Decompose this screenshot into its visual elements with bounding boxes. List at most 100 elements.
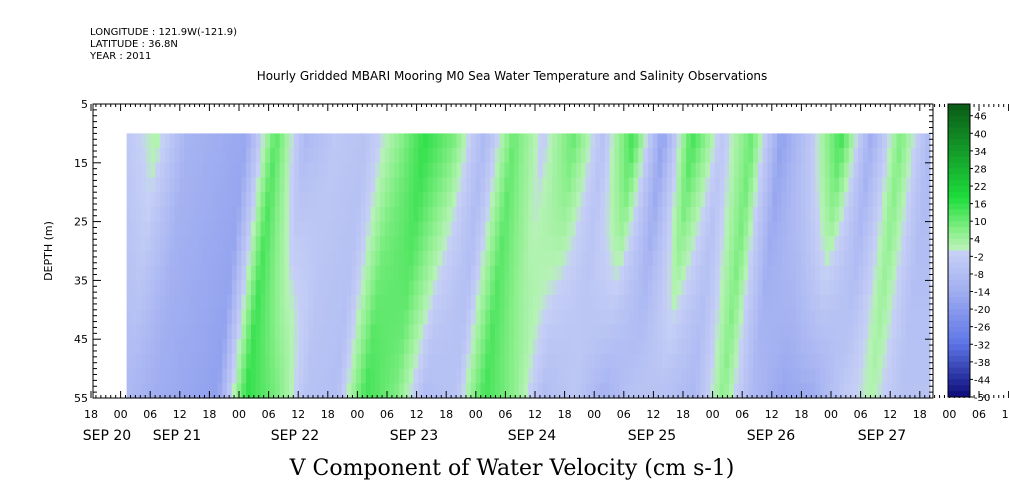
heatmap-cell [480, 368, 486, 384]
heatmap-cell [604, 192, 611, 208]
heatmap-cell [666, 192, 673, 208]
heatmap-cell [886, 221, 893, 237]
heatmap-cell [461, 192, 467, 208]
heatmap-cell [408, 368, 415, 384]
colorbar-swatch [948, 221, 970, 228]
heatmap-cell [666, 251, 673, 267]
heatmap-cell [571, 383, 577, 399]
heatmap-cell [380, 339, 386, 355]
heatmap-cell [260, 309, 266, 326]
heatmap-cell [590, 280, 596, 296]
x-day-label: SEP 23 [390, 428, 438, 444]
heatmap-cell [150, 206, 156, 223]
heatmap-cell [776, 339, 783, 355]
heatmap-cell [719, 148, 725, 164]
heatmap-cell [332, 148, 338, 164]
heatmap-cell [786, 280, 792, 296]
heatmap-cell [246, 339, 252, 355]
heatmap-cell [432, 192, 439, 208]
heatmap-cell [403, 192, 410, 208]
heatmap-cell [365, 148, 372, 164]
heatmap-cell [585, 236, 592, 252]
heatmap-cell [183, 133, 190, 149]
heatmap-cell [891, 251, 898, 267]
heatmap-cell [786, 265, 792, 281]
heatmap-cell [246, 383, 252, 399]
heatmap-cell [647, 265, 654, 281]
heatmap-cell [614, 148, 620, 164]
heatmap-cell [509, 177, 515, 193]
heatmap-cell [872, 265, 878, 281]
heatmap-cell [408, 353, 415, 370]
heatmap-cell [174, 236, 180, 252]
heatmap-cell [212, 368, 219, 384]
heatmap-cell [896, 236, 902, 252]
heatmap-cell [638, 383, 644, 399]
heatmap-cell [733, 280, 740, 296]
heatmap-cell [882, 295, 888, 311]
heatmap-cell [853, 324, 859, 340]
heatmap-cell [566, 368, 572, 384]
heatmap-cell [533, 295, 539, 311]
heatmap-cell [695, 265, 702, 281]
heatmap-cell [829, 221, 835, 237]
heatmap-cell [164, 295, 171, 311]
heatmap-cell [843, 324, 850, 340]
heatmap-cell [791, 177, 797, 193]
heatmap-cell [203, 133, 209, 149]
heatmap-cell [829, 295, 835, 311]
heatmap-cell [164, 251, 171, 267]
heatmap-cell [155, 236, 161, 252]
heatmap-cell [700, 206, 706, 223]
heatmap-cell [413, 162, 419, 179]
heatmap-cell [542, 265, 549, 281]
heatmap-cell [432, 177, 439, 193]
heatmap-cell [753, 148, 759, 164]
heatmap-cell [863, 265, 869, 281]
heatmap-cell [915, 339, 922, 355]
heatmap-cell [556, 236, 563, 252]
heatmap-cell [772, 324, 778, 340]
heatmap-cell [164, 383, 171, 399]
heatmap-cell [657, 177, 663, 193]
heatmap-cell [863, 251, 869, 267]
heatmap-cell [408, 192, 415, 208]
heatmap-cell [843, 265, 850, 281]
heatmap-cell [518, 162, 525, 179]
heatmap-cell [499, 295, 505, 311]
heatmap-cell [155, 133, 161, 149]
heatmap-cell [815, 265, 821, 281]
heatmap-cell [313, 295, 319, 311]
heatmap-cell [322, 177, 329, 193]
heatmap-cell [590, 295, 596, 311]
heatmap-cell [920, 148, 926, 164]
heatmap-cell [815, 295, 821, 311]
heatmap-cell [313, 368, 319, 384]
heatmap-cell [332, 265, 338, 281]
heatmap-cell [839, 192, 845, 208]
heatmap-cell [509, 339, 515, 355]
heatmap-cell [733, 353, 740, 370]
heatmap-cell [867, 206, 874, 223]
heatmap-cell [308, 221, 314, 237]
heatmap-cell [700, 236, 706, 252]
heatmap-cell [896, 148, 902, 164]
heatmap-cell [183, 295, 190, 311]
heatmap-cell [547, 133, 553, 149]
heatmap-cell [561, 192, 568, 208]
heatmap-cell [456, 265, 462, 281]
heatmap-cell [265, 251, 271, 267]
heatmap-cell [815, 324, 821, 340]
heatmap-cell [848, 324, 855, 340]
heatmap-cell [466, 339, 472, 355]
x-tick-label: 00 [942, 408, 956, 421]
heatmap-cell [365, 339, 372, 355]
heatmap-cell [772, 295, 778, 311]
heatmap-cell [193, 295, 199, 311]
heatmap-cell [231, 368, 238, 384]
heatmap-cell [547, 236, 553, 252]
heatmap-cell [542, 251, 549, 267]
heatmap-cell [250, 206, 257, 223]
heatmap-cell [824, 206, 831, 223]
heatmap-cell [198, 192, 204, 208]
